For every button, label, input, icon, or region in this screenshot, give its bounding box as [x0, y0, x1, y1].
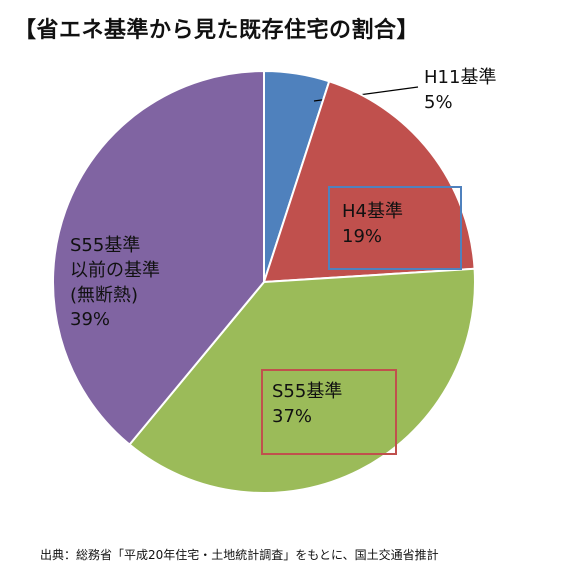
slice-label-line: (無断熱) — [70, 284, 139, 306]
slice-label-line: 5% — [424, 91, 453, 113]
label-highlight-box — [261, 369, 397, 455]
slice-label-line: 19% — [342, 225, 383, 247]
source-note: 出典：総務省「平成20年住宅・土地統計調査」をもとに、国土交通省推計 — [40, 548, 439, 562]
slice-label-line: 以前の基準 — [70, 259, 160, 281]
slice-label: S55基準 37% — [272, 380, 342, 430]
slice-label-line: H4基準 — [342, 201, 403, 222]
slice-label: H11基準 5% — [424, 66, 496, 116]
pie-slice — [262, 80, 476, 284]
slice-label: S55基準以前の基準 (無断熱) 39% — [70, 234, 160, 333]
label-highlight-box — [328, 186, 462, 270]
slice-label-line: S55基準 — [272, 381, 343, 402]
slice-label-line: S55基準 — [70, 235, 141, 256]
slice-label: H4基準 19% — [342, 200, 403, 250]
slice-label-line: 39% — [70, 309, 111, 331]
slice-label-line: H11基準 — [424, 67, 497, 88]
slice-label-line: 37% — [272, 405, 313, 427]
pie-slice — [52, 69, 265, 446]
pie-slice — [128, 267, 476, 494]
chart-title: 【省エネ基準から見た既存住宅の割合】 — [14, 18, 420, 43]
